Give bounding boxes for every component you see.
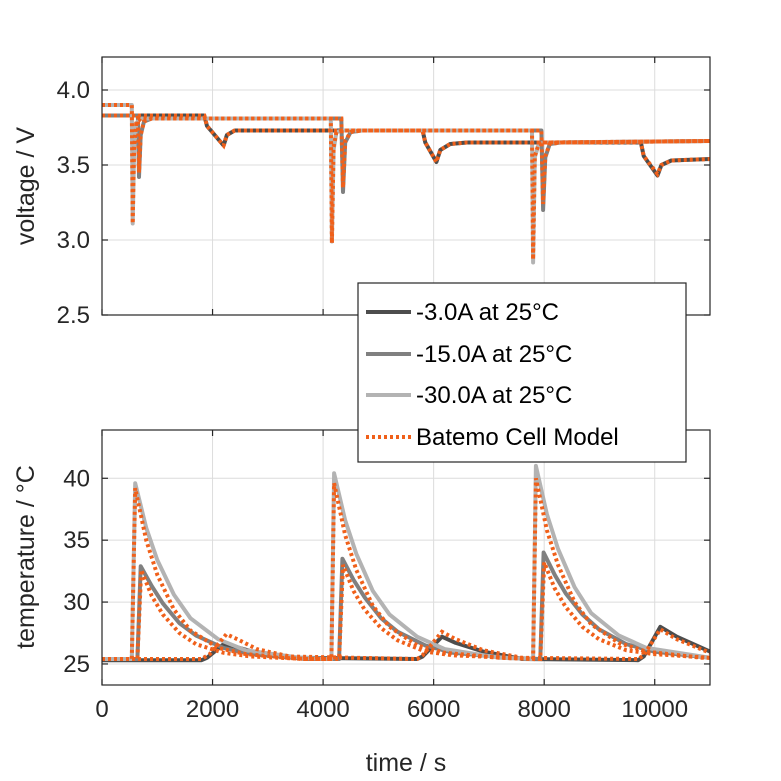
y-tick-label: 2.5 (57, 302, 90, 329)
series-line-batemo-cell-model-3-0a (102, 113, 710, 178)
legend-label-15a: -15.0A at 25°C (416, 341, 572, 368)
x-tick-label: 2000 (186, 696, 239, 723)
y-tick-label: 30 (63, 589, 90, 616)
series-line-batemo-cell-model-15-0a (102, 113, 710, 205)
legend-label-30a: -30.0A at 25°C (416, 382, 572, 409)
plot-area (102, 57, 710, 315)
temperature-axis-label: temperature / °C (12, 465, 40, 649)
x-tick-label: 6000 (407, 696, 460, 723)
legend: -3.0A at 25°C -15.0A at 25°C -30.0A at 2… (357, 282, 687, 463)
x-tick-label: 4000 (296, 696, 349, 723)
voltage-panel: 2.5 3.0 3.5 4.0 (57, 56, 711, 329)
y-tick-label: 40 (63, 465, 90, 492)
series-line-30-0a-at-25-c (102, 463, 710, 661)
series-line-batemo-cell-model-30-0a (102, 103, 710, 260)
y-tick-label: 25 (63, 651, 90, 678)
x-tick-label: 10000 (621, 696, 688, 723)
series-group (102, 463, 710, 663)
temperature-panel: 0 2000 4000 6000 8000 10000 25 30 35 40 (63, 429, 711, 723)
legend-label-3a: -3.0A at 25°C (416, 299, 559, 326)
voltage-axis-label: voltage / V (12, 127, 40, 245)
legend-box (357, 282, 687, 463)
y-tick-label: 4.0 (57, 77, 90, 104)
x-tick-label: 8000 (517, 696, 570, 723)
time-axis-label: time / s (366, 749, 447, 777)
y-tick-label: 3.0 (57, 227, 90, 254)
series-line-batemo-cell-model-15-0a (102, 561, 710, 662)
y-tick-label: 35 (63, 527, 90, 554)
series-group (102, 103, 710, 265)
x-tick-label: 0 (95, 696, 108, 723)
series-line-batemo-cell-model-30-0a (102, 477, 710, 662)
legend-label-model: Batemo Cell Model (416, 424, 619, 451)
y-tick-label: 3.5 (57, 152, 90, 179)
